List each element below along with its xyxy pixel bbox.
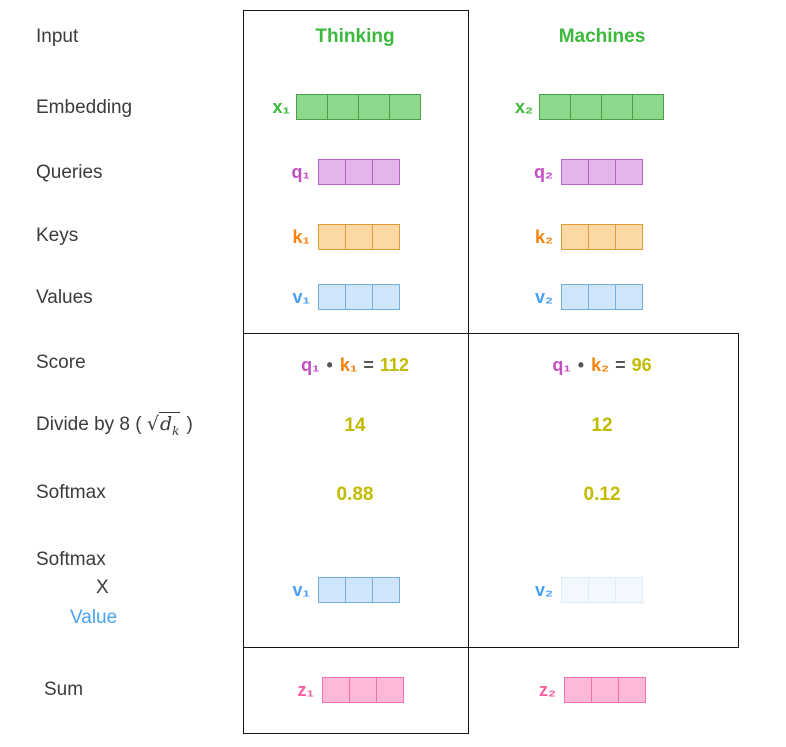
vector-cell <box>539 94 571 120</box>
q1-label: q₁ <box>291 162 310 182</box>
dot-operator: • <box>577 355 585 375</box>
vector-cell <box>318 159 346 185</box>
weighted-v2-vector-faded <box>561 577 643 603</box>
vector-cell <box>632 94 664 120</box>
z2-label: z₂ <box>539 680 556 700</box>
input-label: Input <box>36 26 79 47</box>
queries-label: Queries <box>36 162 103 183</box>
score-q-label: q₁ <box>552 355 571 375</box>
dot-operator: • <box>326 355 333 375</box>
softmax-result-thinking: 0.88 <box>336 484 374 505</box>
vector-cell <box>318 577 346 603</box>
k1-vector <box>318 224 400 250</box>
v1-label: v₁ <box>292 287 310 307</box>
score-result: 96 <box>631 355 652 375</box>
vector-cell <box>561 159 589 185</box>
weighted-v1-label: v₁ <box>292 580 310 600</box>
vector-cell <box>588 284 616 310</box>
x1-label: x₁ <box>272 97 290 117</box>
divide-result-thinking: 14 <box>344 415 366 436</box>
score-k-label: k₁ <box>339 355 358 375</box>
vector-cell <box>296 94 328 120</box>
keys-label: Keys <box>36 225 79 246</box>
vector-cell <box>327 94 359 120</box>
k2-vector <box>561 224 643 250</box>
embedding-label: Embedding <box>36 97 133 118</box>
weighted-v1-vector <box>318 577 400 603</box>
times-label: X <box>96 577 109 598</box>
q1-vector <box>318 159 400 185</box>
equals-sign: = <box>615 355 626 375</box>
divide-close-paren: ) <box>186 414 193 435</box>
vector-cell <box>345 284 373 310</box>
q2-label: q₂ <box>534 162 553 182</box>
score-k-label: k₂ <box>591 355 610 375</box>
vector-cell <box>618 677 646 703</box>
score-q-label: q₁ <box>301 355 320 375</box>
score-expression-thinking: q₁ • k₁ = 112 <box>245 352 465 378</box>
score-result: 112 <box>379 355 409 375</box>
vector-cell <box>601 94 633 120</box>
vector-cell <box>372 159 400 185</box>
vector-cell <box>570 94 602 120</box>
vector-cell <box>345 577 373 603</box>
vector-cell <box>389 94 421 120</box>
sqrt-symbol: √ <box>146 413 159 435</box>
softmax-label: Softmax <box>36 482 106 503</box>
vector-cell <box>588 224 616 250</box>
machines-header: Machines <box>558 26 646 47</box>
vector-cell <box>345 224 373 250</box>
vector-cell <box>591 677 619 703</box>
v2-label: v₂ <box>534 287 553 307</box>
vector-cell <box>615 284 643 310</box>
z1-label: z₁ <box>297 680 314 700</box>
vector-cell <box>372 284 400 310</box>
vector-cell <box>376 677 404 703</box>
vector-cell <box>588 159 616 185</box>
vector-cell <box>561 284 589 310</box>
x2-label: x₂ <box>514 97 533 117</box>
equals-sign: = <box>363 355 374 375</box>
k1-label: k₁ <box>292 227 310 247</box>
q2-vector <box>561 159 643 185</box>
sqrt-dk-expression: √dk <box>146 412 181 438</box>
vector-cell <box>318 224 346 250</box>
vector-cell <box>561 577 589 603</box>
x2-vector <box>539 94 664 120</box>
score-label: Score <box>36 352 86 373</box>
vector-cell <box>372 577 400 603</box>
value-word-label: Value <box>70 607 118 628</box>
x1-vector <box>296 94 421 120</box>
divide-by-8-label: Divide by 8 ( √dk ) <box>36 412 193 438</box>
vector-cell <box>349 677 377 703</box>
vector-cell <box>358 94 390 120</box>
vector-cell <box>588 577 616 603</box>
softmax-mult-label: Softmax <box>36 549 106 570</box>
sum-label: Sum <box>44 679 84 700</box>
vector-cell <box>322 677 350 703</box>
v1-vector <box>318 284 400 310</box>
vector-cell <box>561 224 589 250</box>
score-expression-machines: q₁ • k₂ = 96 <box>492 352 712 378</box>
softmax-result-machines: 0.12 <box>583 484 621 505</box>
vector-cell <box>564 677 592 703</box>
values-label: Values <box>36 287 93 308</box>
score-section-box <box>243 333 739 648</box>
vector-cell <box>615 224 643 250</box>
divide-text: Divide by 8 ( <box>36 414 142 435</box>
k2-label: k₂ <box>534 227 553 247</box>
vector-cell <box>318 284 346 310</box>
vector-cell <box>615 159 643 185</box>
vector-cell <box>372 224 400 250</box>
vector-cell <box>345 159 373 185</box>
weighted-v2-label: v₂ <box>534 580 553 600</box>
vector-cell <box>615 577 643 603</box>
thinking-header: Thinking <box>315 26 395 47</box>
z1-vector <box>322 677 404 703</box>
v2-vector <box>561 284 643 310</box>
divide-result-machines: 12 <box>591 415 613 436</box>
z2-vector <box>564 677 646 703</box>
